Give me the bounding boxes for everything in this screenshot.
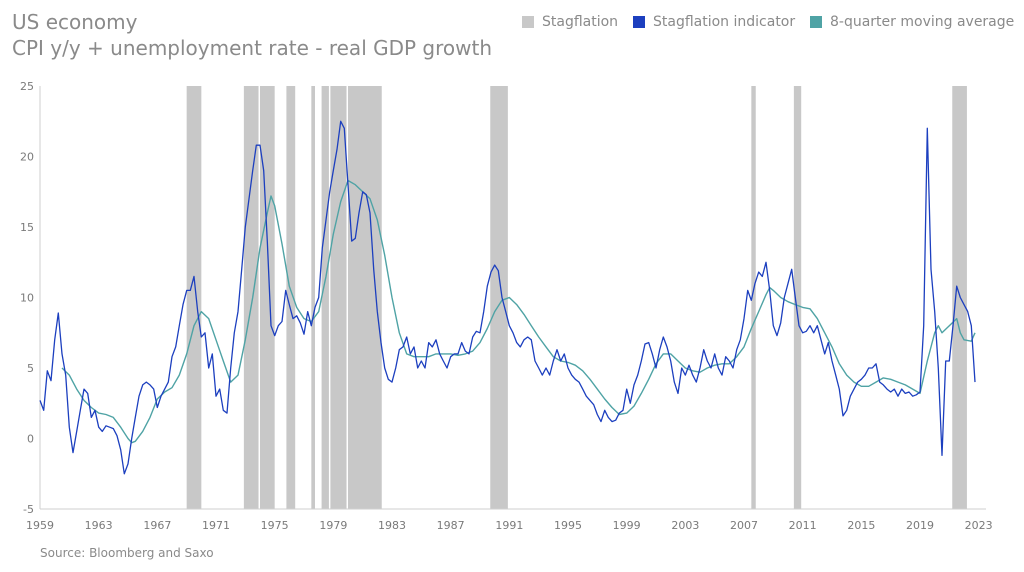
legend-item-indicator: Stagflation indicator	[633, 14, 795, 30]
x-tick-label-11: 2003	[671, 519, 699, 532]
y-tick-label-1: 0	[27, 433, 34, 446]
x-tick-label-15: 2019	[906, 519, 934, 532]
stagflation-band-0	[186, 86, 202, 509]
x-tick-label-13: 2011	[789, 519, 817, 532]
legend-swatch-indicator	[633, 16, 645, 28]
legend-swatch-stagflation	[522, 16, 534, 28]
x-tick-label-0: 1959	[26, 519, 54, 532]
stagflation-band-1	[243, 86, 259, 509]
x-tick-label-14: 2015	[847, 519, 875, 532]
chart-title: US economy	[12, 10, 138, 34]
stagflation-band-9	[751, 86, 756, 509]
series-line-moving-average	[61, 179, 976, 444]
x-tick-label-9: 1995	[554, 519, 582, 532]
y-tick-label-4: 15	[20, 221, 34, 234]
legend-label-stagflation: Stagflation	[542, 14, 619, 30]
stagflation-band-8	[490, 86, 508, 509]
x-tick-label-1: 1963	[85, 519, 113, 532]
legend-item-moving-average: 8-quarter moving average	[810, 14, 1014, 30]
stagflation-band-4	[311, 86, 315, 509]
y-tick-label-6: 25	[20, 80, 34, 93]
x-tick-label-12: 2007	[730, 519, 758, 532]
x-tick-label-6: 1983	[378, 519, 406, 532]
stagflation-band-11	[952, 86, 967, 509]
x-tick-label-3: 1971	[202, 519, 230, 532]
stagflation-band-5	[321, 86, 329, 509]
stagflation-band-3	[286, 86, 296, 509]
y-tick-label-5: 20	[20, 151, 34, 164]
x-tick-label-10: 1999	[613, 519, 641, 532]
y-tick-label-0: -5	[23, 503, 34, 516]
series-line-stagflation-indicator	[39, 120, 976, 475]
x-tick-label-5: 1979	[319, 519, 347, 532]
x-tick-label-2: 1967	[143, 519, 171, 532]
legend-swatch-moving-average	[810, 16, 822, 28]
chart-subtitle: CPI y/y + unemployment rate - real GDP g…	[12, 36, 493, 60]
legend-label-moving-average: 8-quarter moving average	[830, 14, 1015, 30]
source-note: Source: Bloomberg and Saxo	[40, 546, 214, 560]
x-tick-label-7: 1987	[437, 519, 465, 532]
stagflation-band-2	[260, 86, 275, 509]
x-tick-label-4: 1975	[261, 519, 289, 532]
y-tick-label-2: 5	[27, 362, 34, 375]
stagflation-band-6	[330, 86, 347, 509]
stagflation-band-10	[793, 86, 802, 509]
legend-item-stagflation: Stagflation	[522, 14, 618, 30]
x-tick-label-16: 2023	[965, 519, 993, 532]
legend-label-indicator: Stagflation indicator	[653, 14, 796, 30]
y-tick-label-3: 10	[20, 292, 34, 305]
x-tick-label-8: 1991	[495, 519, 523, 532]
